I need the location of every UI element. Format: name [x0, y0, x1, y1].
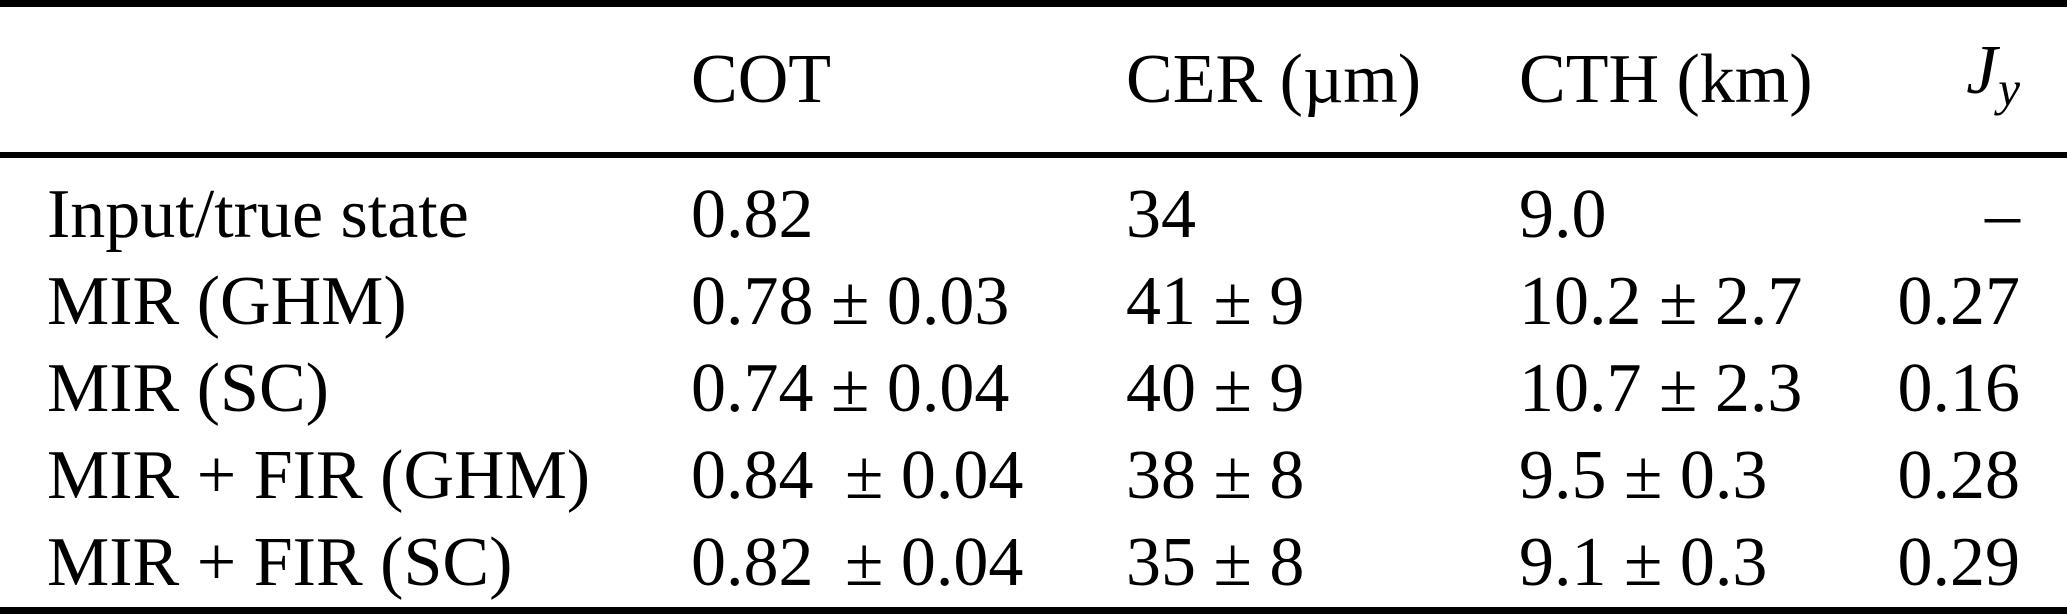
table-row: MIR (GHM) 0.78 ± 0.03 41 ± 9 10.2 ± 2.7 … [0, 258, 2067, 345]
col-header-jy: Jy [1840, 7, 2067, 158]
row-label: MIR + FIR (SC) [47, 523, 513, 601]
col-header-cth: CTH (km) [1518, 7, 1840, 158]
cell-jy: 0.29 [1897, 523, 2021, 601]
cell-jy: – [1985, 175, 2020, 253]
cell-cot: 0.82 ± 0.04 [691, 523, 1024, 601]
cell-cot: 0.78 ± 0.03 [691, 262, 1010, 340]
cell-jy: 0.28 [1897, 436, 2021, 514]
cell-cer: 40 ± 9 [1126, 349, 1305, 427]
cell-cth: 10.2 ± 2.7 [1519, 262, 1803, 340]
results-table: COT CER (µm) CTH (km) Jy Input/true stat… [0, 7, 2067, 606]
col-header-cer: CER (µm) [1125, 7, 1518, 158]
cell-cth: 10.7 ± 2.3 [1519, 349, 1803, 427]
cell-cer: 35 ± 8 [1126, 523, 1305, 601]
cell-cth: 9.5 ± 0.3 [1519, 436, 1768, 514]
header-row: COT CER (µm) CTH (km) Jy [0, 7, 2067, 158]
table-row: MIR (SC) 0.74 ± 0.04 40 ± 9 10.7 ± 2.3 0… [0, 345, 2067, 432]
table-row: MIR + FIR (SC) 0.82 ± 0.04 35 ± 8 9.1 ± … [0, 519, 2067, 606]
cell-cth: 9.0 [1519, 175, 1607, 253]
cell-jy: 0.27 [1897, 262, 2021, 340]
table-row: Input/true state 0.82 34 9.0 – [0, 155, 2067, 258]
table-row: MIR + FIR (GHM) 0.84 ± 0.04 38 ± 8 9.5 ±… [0, 432, 2067, 519]
cell-cot: 0.74 ± 0.04 [691, 349, 1010, 427]
jy-symbol: J [1966, 32, 1998, 109]
cell-cot: 0.84 ± 0.04 [691, 436, 1024, 514]
cell-cth: 9.1 ± 0.3 [1519, 523, 1768, 601]
row-label: MIR (GHM) [47, 262, 407, 340]
row-label: Input/true state [47, 175, 469, 253]
cell-cot: 0.82 [691, 175, 814, 253]
row-label: MIR (SC) [47, 349, 329, 427]
cell-jy: 0.16 [1897, 349, 2021, 427]
col-header-blank [0, 7, 690, 158]
row-label: MIR + FIR (GHM) [47, 436, 591, 514]
cell-cer: 38 ± 8 [1126, 436, 1305, 514]
cell-cer: 41 ± 9 [1126, 262, 1305, 340]
cell-cer: 34 [1126, 175, 1196, 253]
jy-subscript: y [1998, 60, 2020, 116]
col-header-cot: COT [690, 7, 1125, 158]
